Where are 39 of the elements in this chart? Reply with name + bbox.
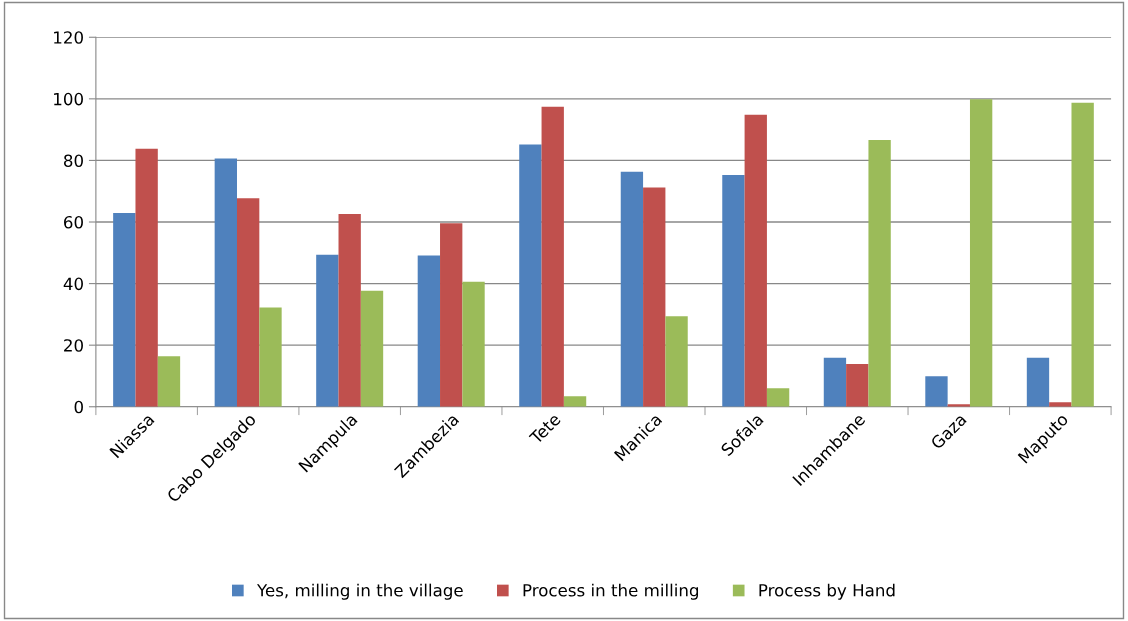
bar — [722, 174, 745, 407]
bar — [157, 356, 181, 407]
bar — [316, 254, 339, 407]
bar — [1071, 102, 1094, 407]
bar — [519, 144, 542, 407]
bar — [440, 223, 463, 407]
bar — [643, 187, 666, 407]
bar — [969, 99, 993, 407]
bar — [259, 307, 282, 407]
bar — [360, 290, 384, 407]
bar — [925, 376, 948, 407]
bar — [744, 114, 767, 407]
y-tick-label: 0 — [74, 400, 83, 414]
bar — [462, 281, 485, 407]
y-tick-label: 40 — [63, 277, 83, 291]
bar — [236, 198, 260, 407]
bar — [868, 140, 891, 407]
bar — [563, 396, 587, 407]
bar — [846, 363, 869, 407]
bar — [113, 213, 136, 407]
legend-label: Process in the milling — [523, 583, 699, 600]
bar — [620, 171, 644, 407]
legend-label: Process by Hand — [759, 583, 895, 600]
x-tick-label: Tete — [528, 412, 562, 446]
bar — [135, 148, 158, 407]
bar — [417, 255, 441, 407]
bar — [1026, 357, 1050, 407]
y-tick-label: 80 — [64, 154, 83, 167]
bar — [541, 106, 564, 407]
y-tick-label: 120 — [54, 31, 83, 44]
bar — [214, 158, 237, 407]
y-tick-label: 100 — [54, 92, 83, 106]
bar — [823, 357, 847, 407]
y-tick-label: 20 — [64, 339, 83, 352]
bar — [665, 316, 688, 407]
y-tick-label: 60 — [64, 215, 83, 229]
bar — [338, 214, 361, 407]
bar — [766, 388, 790, 407]
legend-label: Yes, milling in the village — [256, 583, 463, 600]
